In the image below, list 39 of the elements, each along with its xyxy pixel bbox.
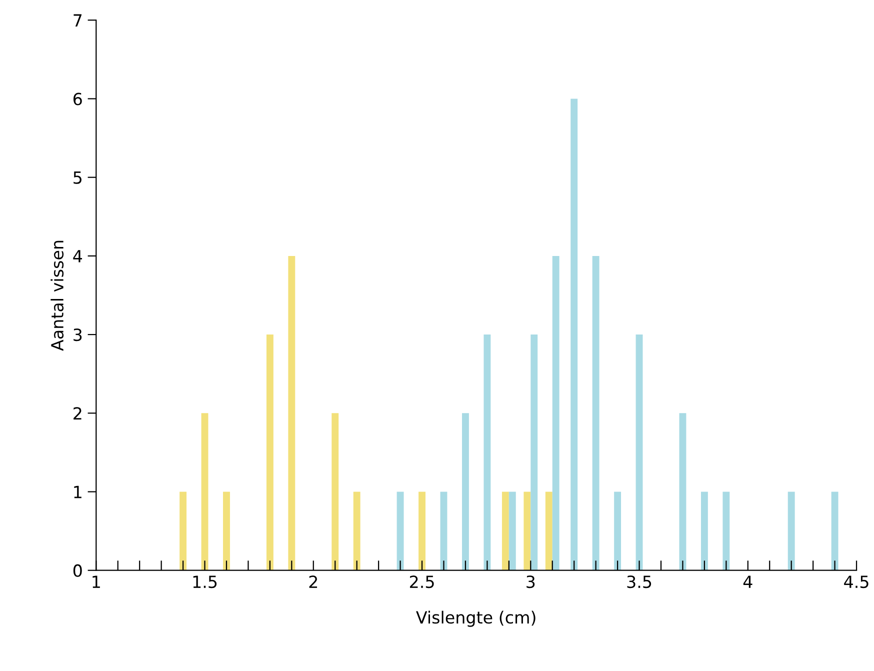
x-tick-label: 3 bbox=[526, 576, 535, 588]
bar bbox=[266, 334, 274, 570]
y-tick-label: 0 bbox=[73, 564, 82, 577]
bar bbox=[570, 98, 578, 570]
bar bbox=[332, 413, 339, 570]
bar bbox=[614, 492, 622, 570]
bar bbox=[636, 334, 643, 570]
y-tick-label: 2 bbox=[74, 407, 82, 420]
y-tick-label: 3 bbox=[74, 328, 82, 342]
bar bbox=[201, 413, 208, 570]
x-tick-label: 4.5 bbox=[844, 576, 868, 588]
bar bbox=[722, 492, 730, 570]
bar bbox=[180, 492, 187, 570]
bar bbox=[418, 492, 426, 570]
y-axis-title: Aantal vissen bbox=[50, 240, 64, 351]
bar bbox=[440, 492, 448, 570]
x-tick-label: 2.5 bbox=[410, 576, 434, 588]
y-tick-label: 1 bbox=[74, 486, 82, 498]
x-tick-label: 2 bbox=[309, 576, 318, 588]
bar bbox=[788, 492, 795, 570]
y-tick-label: 4 bbox=[73, 250, 82, 262]
bar bbox=[223, 492, 230, 570]
bar bbox=[396, 492, 404, 570]
x-tick-label: 1 bbox=[92, 576, 100, 588]
y-tick-label: 7 bbox=[74, 14, 82, 26]
x-axis-title: Vislengte (cm) bbox=[416, 610, 536, 627]
bar bbox=[353, 492, 360, 570]
bar bbox=[288, 256, 296, 570]
bar bbox=[700, 492, 708, 570]
bar bbox=[679, 413, 686, 570]
bar bbox=[592, 256, 600, 570]
bar bbox=[462, 413, 469, 570]
x-tick-label: 1.5 bbox=[193, 576, 217, 588]
x-tick-label: 3.5 bbox=[627, 576, 652, 588]
bar bbox=[831, 492, 838, 570]
x-tick-label: 4 bbox=[743, 576, 752, 588]
y-tick-label: 6 bbox=[74, 92, 82, 106]
y-tick-label: 5 bbox=[74, 172, 82, 184]
bar bbox=[484, 334, 491, 570]
